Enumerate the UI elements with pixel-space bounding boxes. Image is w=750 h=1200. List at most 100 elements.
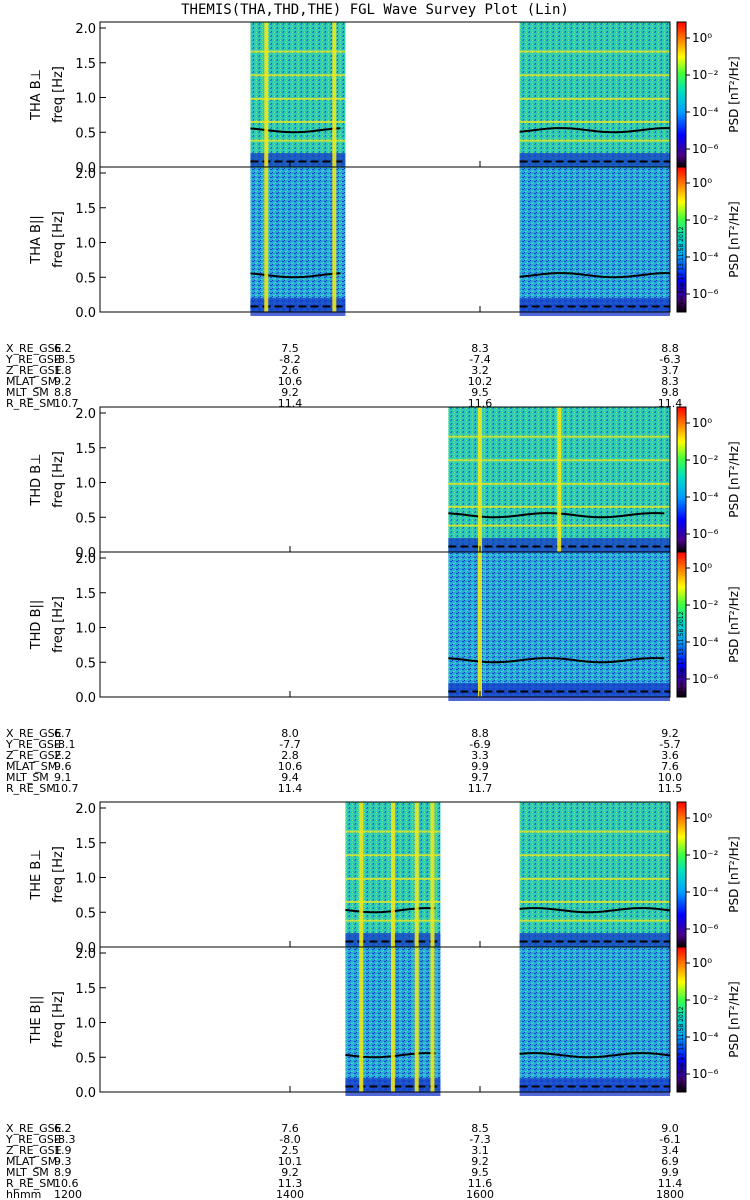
ephem-value: 9.6 (54, 760, 72, 773)
y-tick-label: 2.0 (75, 407, 96, 422)
ephem-value: -7.7 (279, 738, 300, 751)
ephem-value: 10.6 (54, 1177, 79, 1190)
ephem-value: 8.3 (661, 375, 679, 388)
ephem-label: Y_RE_GSE (5, 738, 61, 751)
page-title: THEMIS(THA,THD,THE) FGL Wave Survey Plot… (181, 2, 569, 18)
data-block (519, 802, 670, 947)
y-tick-label: 0.0 (75, 306, 96, 321)
gyro-frequency-curve (519, 907, 670, 914)
spectrogram-panel: 2.0 1.5 1.0 0.5 0.0 THE B⊥ freq [Hz] 10⁰ 10⁻² 10⁻… (29, 801, 741, 956)
colorbar-tick-label: 10⁰ (692, 31, 712, 45)
y-tick-label: 2.0 (75, 167, 96, 182)
ephem-value: 9.2 (281, 1166, 299, 1179)
y-tick-label: 1.5 (75, 57, 96, 72)
ephem-value: 7.6 (661, 760, 679, 773)
y-tick-label: 1.0 (75, 622, 96, 637)
ephem-value: -6.9 (469, 738, 490, 751)
colorbar-tick-label: 10⁻² (692, 453, 719, 467)
ephem-value: 2.8 (281, 749, 299, 762)
spectrogram-panel: 2.0 1.5 1.0 0.5 0.0 THE B|| freq [Hz] 10⁰ 10⁻² 10… (29, 946, 741, 1101)
colorbar (676, 166, 687, 313)
ephem-value: -8.2 (279, 353, 300, 366)
ephem-label: X_RE_GSE (6, 727, 62, 740)
y-tick-label: 0.5 (75, 511, 96, 526)
ephem-value: 8.8 (661, 342, 679, 355)
colorbar-tick-label: 10⁰ (692, 956, 712, 970)
panel-ylabel: THA B⊥ (29, 69, 44, 121)
y-tick-label: 2.0 (75, 22, 96, 37)
ephem-value: -8.3 (54, 1133, 75, 1146)
ephem-value: 8.8 (471, 727, 489, 740)
ephem-value: 8.8 (54, 386, 72, 399)
spectrogram-panel: 2.0 1.5 1.0 0.5 0.0 THA B|| freq [Hz] 10⁰ 10⁻² 10… (29, 166, 741, 321)
y-tick-label: 1.0 (75, 477, 96, 492)
colorbar-tick-label: 10⁻⁴ (692, 105, 719, 119)
ephem-label: R_RE_SM (6, 782, 56, 795)
ephem-label: Y_RE_GSE (5, 353, 61, 366)
ephem-label: MLAT_SM (6, 375, 57, 388)
probe-group-the: 2.0 1.5 1.0 0.5 0.0 THE B⊥ freq [Hz] 10⁰ 10⁻² 10⁻… (5, 801, 741, 1190)
colorbar-label: PSD [nT²/Hz] (727, 586, 741, 662)
ephem-value: 3.6 (661, 749, 679, 762)
ephem-value: 10.7 (54, 397, 79, 410)
ephem-value: 1.8 (54, 364, 72, 377)
panel-frame (99, 946, 671, 1093)
ephem-value: 3.2 (471, 364, 489, 377)
date-stamp: Mon Sep 17 13:11:58 2012 (678, 611, 685, 693)
ephem-value: -7.4 (469, 353, 490, 366)
colorbar-tick-label: 10⁻⁶ (692, 527, 719, 541)
ephem-value: 9.2 (661, 727, 679, 740)
colorbar-label: PSD [nT²/Hz] (727, 56, 741, 132)
time-axis: hhmm12001400160018002010 Dec 10 (6, 1188, 684, 1200)
colorbar-tick-label: 10⁻² (692, 848, 719, 862)
y-tick-label: 0.5 (75, 126, 96, 141)
ephem-value: 8.3 (471, 342, 489, 355)
ephem-value: 11.4 (278, 397, 303, 410)
ephem-label: MLT_SM (6, 1166, 49, 1179)
ephem-value: 10.0 (658, 771, 683, 784)
time-tick-label: 1400 (276, 1188, 304, 1200)
y-tick-label: 1.0 (75, 872, 96, 887)
colorbar-label: PSD [nT²/Hz] (727, 981, 741, 1057)
ephem-value: 11.7 (468, 782, 493, 795)
y-tick-label: 2.0 (75, 947, 96, 962)
panel-ylabel: THD B|| (29, 600, 44, 651)
ephem-label: MLT_SM (6, 771, 49, 784)
ephem-value: 6.7 (54, 727, 72, 740)
y-tick-label: 1.5 (75, 587, 96, 602)
colorbar-tick-label: 10⁻⁴ (692, 1030, 719, 1044)
colorbar (676, 801, 687, 948)
panel-ylabel-freq: freq [Hz] (51, 451, 66, 508)
ephem-value: 9.5 (471, 386, 489, 399)
time-tick-label: 1600 (466, 1188, 494, 1200)
probe-group-tha: 2.0 1.5 1.0 0.5 0.0 THA B⊥ freq [Hz] 10⁰ 10⁻² 10⁻… (5, 21, 741, 410)
panel-ylabel-freq: freq [Hz] (51, 991, 66, 1048)
ephem-value: 7.5 (281, 342, 299, 355)
ephem-value: -8.0 (279, 1133, 300, 1146)
ephem-label: R_RE_SM (6, 397, 56, 410)
ephem-value: 1.9 (54, 1144, 72, 1157)
panel-ylabel-freq: freq [Hz] (51, 596, 66, 653)
ephem-value: 2.6 (281, 364, 299, 377)
colorbar-label: PSD [nT²/Hz] (727, 836, 741, 912)
panel-frame (99, 166, 671, 313)
ephem-value: -6.3 (659, 353, 680, 366)
ephem-value: 8.0 (281, 727, 299, 740)
y-tick-label: 0.5 (75, 271, 96, 286)
ephem-value: 3.3 (471, 749, 489, 762)
ephem-value: -5.7 (659, 738, 680, 751)
data-block (448, 552, 670, 697)
ephem-label: MLAT_SM (6, 1155, 57, 1168)
colorbar-tick-label: 10⁻⁴ (692, 885, 719, 899)
ephem-label: MLT_SM (6, 386, 49, 399)
y-tick-label: 0.5 (75, 656, 96, 671)
ephem-value: 10.6 (278, 760, 303, 773)
ephem-value: 9.7 (471, 771, 489, 784)
colorbar (676, 946, 687, 1093)
ephem-value: 9.4 (281, 771, 299, 784)
panel-ylabel-freq: freq [Hz] (51, 66, 66, 123)
ephem-value: 8.9 (54, 1166, 72, 1179)
y-tick-label: 1.0 (75, 92, 96, 107)
